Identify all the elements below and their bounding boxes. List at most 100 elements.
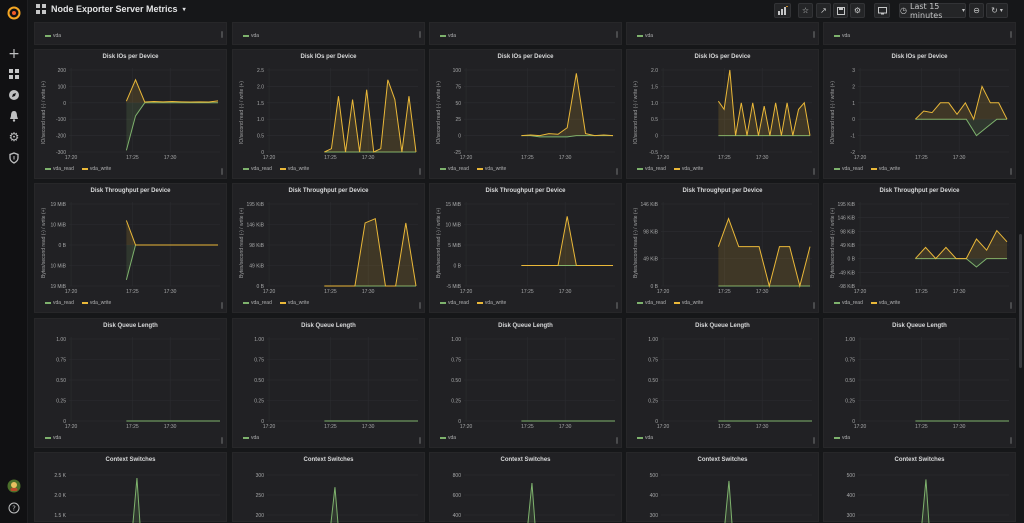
graph-panel[interactable]: Disk IOs per Device 200 100 0 -100 -200 -300 17… [34, 49, 227, 179]
legend-item[interactable]: vda_write [81, 300, 111, 306]
panel-title[interactable]: Context Switches [894, 457, 945, 463]
panel-title[interactable]: Disk IOs per Device [891, 54, 948, 60]
legend-item[interactable]: vda_read [243, 300, 272, 306]
legend-item[interactable]: vda [834, 33, 850, 39]
graph-panel[interactable]: Disk Queue Length 1.00 0.75 0.50 0.25 0 17:20 1… [626, 318, 819, 448]
graph-panel[interactable]: Disk Throughput per Device 195 KiB 146 KiB… [232, 183, 425, 313]
legend-item[interactable]: vda_write [476, 166, 506, 172]
legend-item[interactable]: vda_write [476, 300, 506, 306]
scrollbar-thumb[interactable] [1019, 234, 1022, 368]
graph-panel[interactable]: Context Switches300250200150 [232, 452, 426, 523]
shield-icon[interactable] [6, 150, 22, 166]
graph-panel[interactable]: Disk Queue Length 1.00 0.75 0.50 0.25 0 17:20 1… [823, 318, 1016, 448]
graph-plot[interactable]: 300250200150 [233, 453, 426, 523]
panel-resize-handle[interactable] [813, 168, 815, 175]
legend-item[interactable]: vda_write [81, 166, 111, 172]
panel-title[interactable]: Disk IOs per Device [300, 54, 357, 60]
legend-item[interactable]: vda_read [637, 300, 666, 306]
panel-title[interactable]: Disk Throughput per Device [90, 188, 171, 194]
graph-panel[interactable]: Disk IOs per Device 2.0 1.5 1.0 0.5 0 -0.5 17:2… [626, 49, 819, 179]
graph-plot[interactable]: 2.5 K 2.0 K 1.5 K [35, 453, 228, 523]
help-icon[interactable]: ? [6, 500, 22, 516]
legend-item[interactable]: vda_read [440, 300, 469, 306]
panel-resize-handle[interactable] [221, 437, 223, 444]
panel-title[interactable]: Disk Queue Length [301, 323, 356, 329]
legend-item[interactable]: vda_write [870, 300, 900, 306]
dashboard-title-button[interactable]: Node Exporter Server Metrics ▾ [36, 4, 186, 14]
panel-title[interactable]: Disk Queue Length [103, 323, 158, 329]
panel-resize-handle[interactable] [813, 31, 815, 38]
panel-resize-handle[interactable] [813, 302, 815, 309]
panel-resize-handle[interactable] [616, 437, 618, 444]
legend-item[interactable]: vda_read [45, 166, 74, 172]
panel-title[interactable]: Disk Queue Length [892, 323, 947, 329]
panel-partial-top[interactable]: vda [823, 22, 1016, 45]
legend-item[interactable]: vda [440, 33, 456, 39]
legend-item[interactable]: vda [834, 435, 850, 441]
panel-title[interactable]: Disk Queue Length [498, 323, 553, 329]
legend-item[interactable]: vda_read [243, 166, 272, 172]
time-range-picker[interactable]: ◷ Last 15 minutes ▾ [899, 2, 966, 20]
graph-panel[interactable]: Disk Queue Length 1.00 0.75 0.50 0.25 0 17:20 1… [34, 318, 227, 448]
panel-resize-handle[interactable] [616, 31, 618, 38]
legend-item[interactable]: vda_read [637, 166, 666, 172]
graph-panel[interactable]: Context Switches 800 600 400 [429, 452, 622, 523]
graph-plot[interactable]: 195 KiB 146 KiB 98 KiB 49 KiB 0 B17:20 17:25 1… [233, 184, 426, 314]
panel-resize-handle[interactable] [813, 437, 815, 444]
gear-icon[interactable]: ⚙ [8, 130, 20, 144]
panel-title[interactable]: Context Switches [697, 457, 748, 463]
share-icon[interactable]: ↗ [816, 3, 831, 18]
graph-plot[interactable]: 1.00 0.75 0.50 0.25 017:20 17:25 17:30 [627, 319, 820, 449]
graph-plot[interactable]: 2.5 2.0 1.5 1.0 0.5 017:20 17:25 17:30 [233, 50, 426, 180]
graph-panel[interactable]: Disk Queue Length 1.00 0.75 0.50 0.25 0 17:20 1… [232, 318, 425, 448]
graph-panel[interactable]: Disk Throughput per Device 15 MiB 10 MiB 5 … [429, 183, 622, 313]
panel-partial-top[interactable]: vda [429, 22, 622, 45]
graph-plot[interactable]: 1.00 0.75 0.50 0.25 017:20 17:25 17:30 [35, 319, 228, 449]
panel-title[interactable]: Context Switches [303, 457, 354, 463]
panel-resize-handle[interactable] [419, 168, 421, 175]
legend-item[interactable]: vda_read [45, 300, 74, 306]
panel-title[interactable]: Disk IOs per Device [102, 54, 159, 60]
graph-panel[interactable]: Disk IOs per Device 3 2 1 0 -1 -2 17:20 17:25 17:… [823, 49, 1016, 179]
panel-title[interactable]: Disk Queue Length [695, 323, 750, 329]
explore-icon[interactable] [6, 87, 22, 103]
graph-panel[interactable]: Disk Throughput per Device 146 KiB 98 KiB 4… [626, 183, 819, 313]
bell-icon[interactable] [6, 108, 22, 124]
refresh-button[interactable]: ↻ ▾ [986, 3, 1008, 18]
legend-item[interactable]: vda_write [673, 166, 703, 172]
graph-plot[interactable]: 500 400 300 [627, 453, 820, 523]
graph-plot[interactable]: 3 2 1 0 -1 -217:20 17:25 17:30 [824, 50, 1017, 180]
graph-panel[interactable]: Context Switches 500 400 300 [626, 452, 820, 523]
grafana-logo-icon[interactable] [6, 5, 22, 21]
legend-item[interactable]: vda [243, 33, 259, 39]
panel-resize-handle[interactable] [616, 302, 618, 309]
page-scrollbar[interactable] [1018, 22, 1024, 523]
graph-plot[interactable]: 195 KiB 146 KiB 98 KiB 49 KiB 0 B -49 KiB -98 … [824, 184, 1017, 314]
save-icon[interactable] [833, 3, 848, 18]
panel-title[interactable]: Disk Throughput per Device [485, 188, 566, 194]
graph-panel[interactable]: Disk IOs per Device 2.5 2.0 1.5 1.0 0.5 0 17:20… [232, 49, 425, 179]
panel-resize-handle[interactable] [1010, 302, 1012, 309]
legend-item[interactable]: vda_write [870, 166, 900, 172]
graph-plot[interactable]: 146 KiB 98 KiB 49 KiB 0 B17:20 17:25 17:30 [627, 184, 820, 314]
legend-item[interactable]: vda_read [834, 300, 863, 306]
graph-plot[interactable]: 500 400 300 [824, 453, 1017, 523]
panel-title[interactable]: Context Switches [105, 457, 156, 463]
legend-item[interactable]: vda [45, 33, 61, 39]
panel-partial-top[interactable]: vda [626, 22, 819, 45]
graph-plot[interactable]: 2.0 1.5 1.0 0.5 0 -0.517:20 17:25 17:30 [627, 50, 820, 180]
panel-resize-handle[interactable] [1010, 168, 1012, 175]
panel-resize-handle[interactable] [221, 302, 223, 309]
graph-panel[interactable]: Context Switches 500 400 300 [823, 452, 1017, 523]
add-panel-button[interactable] [774, 3, 791, 18]
panel-resize-handle[interactable] [419, 437, 421, 444]
settings-gear-icon[interactable]: ⚙ [850, 3, 865, 18]
panel-resize-handle[interactable] [1010, 437, 1012, 444]
legend-item[interactable]: vda [637, 435, 653, 441]
panel-title[interactable]: Disk Throughput per Device [682, 188, 763, 194]
panel-partial-top[interactable]: vda [232, 22, 425, 45]
panel-resize-handle[interactable] [419, 302, 421, 309]
graph-panel[interactable]: Disk Throughput per Device 19 MiB 10 MiB 0 … [34, 183, 227, 313]
